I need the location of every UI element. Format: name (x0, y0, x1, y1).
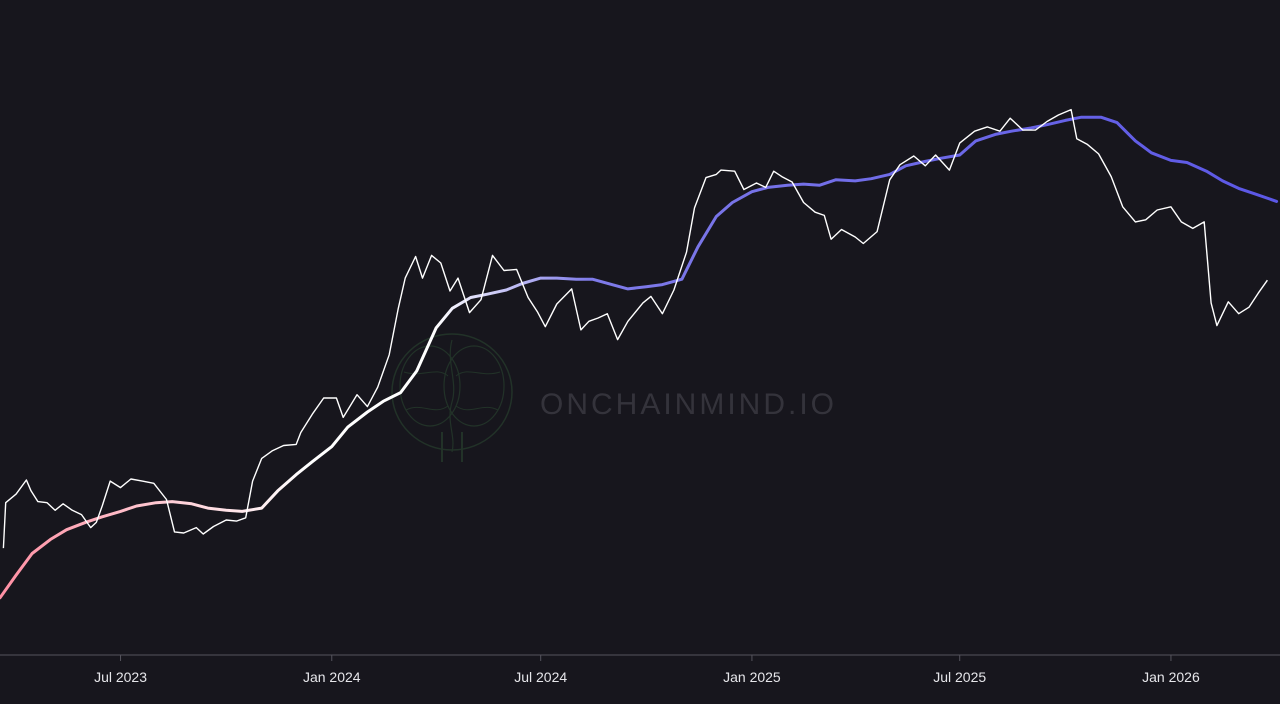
x-tick-label: Jul 2025 (933, 669, 986, 685)
watermark-text: ONCHAINMIND.IO (540, 388, 837, 421)
series-moving-average-line (0, 115, 1279, 600)
x-tick-label: Jan 2025 (723, 669, 781, 685)
x-tick-label: Jan 2026 (1142, 669, 1200, 685)
watermark: ONCHAINMIND.IO (391, 333, 837, 462)
series-price-line (2, 108, 1268, 549)
x-tick-label: Jul 2023 (94, 669, 147, 685)
brain-icon (391, 333, 513, 462)
x-tick-label: Jan 2024 (303, 669, 361, 685)
x-axis-ticks: Jul 2023 Jan 2024 Jul 2024 Jan 2025 Jul 2025… (94, 655, 1200, 685)
x-tick-label: Jul 2024 (514, 669, 567, 685)
